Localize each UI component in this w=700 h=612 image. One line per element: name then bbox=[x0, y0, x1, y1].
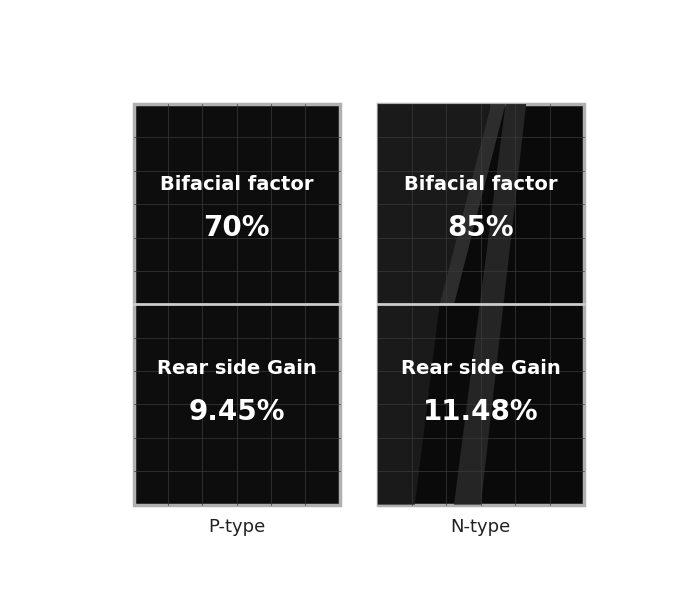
Text: N-type: N-type bbox=[451, 518, 511, 536]
Text: Rear side Gain: Rear side Gain bbox=[157, 359, 316, 378]
Text: Rear side Gain: Rear side Gain bbox=[401, 359, 561, 378]
Text: Bifacial factor: Bifacial factor bbox=[404, 174, 558, 193]
Text: Bifacial factor: Bifacial factor bbox=[160, 174, 314, 193]
Polygon shape bbox=[378, 104, 491, 304]
Bar bbox=[378, 104, 584, 505]
Text: 85%: 85% bbox=[447, 214, 514, 242]
Polygon shape bbox=[440, 104, 505, 304]
Text: 70%: 70% bbox=[204, 214, 270, 242]
Text: 11.48%: 11.48% bbox=[423, 398, 538, 427]
Text: 9.45%: 9.45% bbox=[188, 398, 285, 427]
Text: P-type: P-type bbox=[208, 518, 265, 536]
Bar bbox=[134, 104, 340, 505]
Polygon shape bbox=[378, 304, 440, 505]
Polygon shape bbox=[454, 104, 526, 505]
